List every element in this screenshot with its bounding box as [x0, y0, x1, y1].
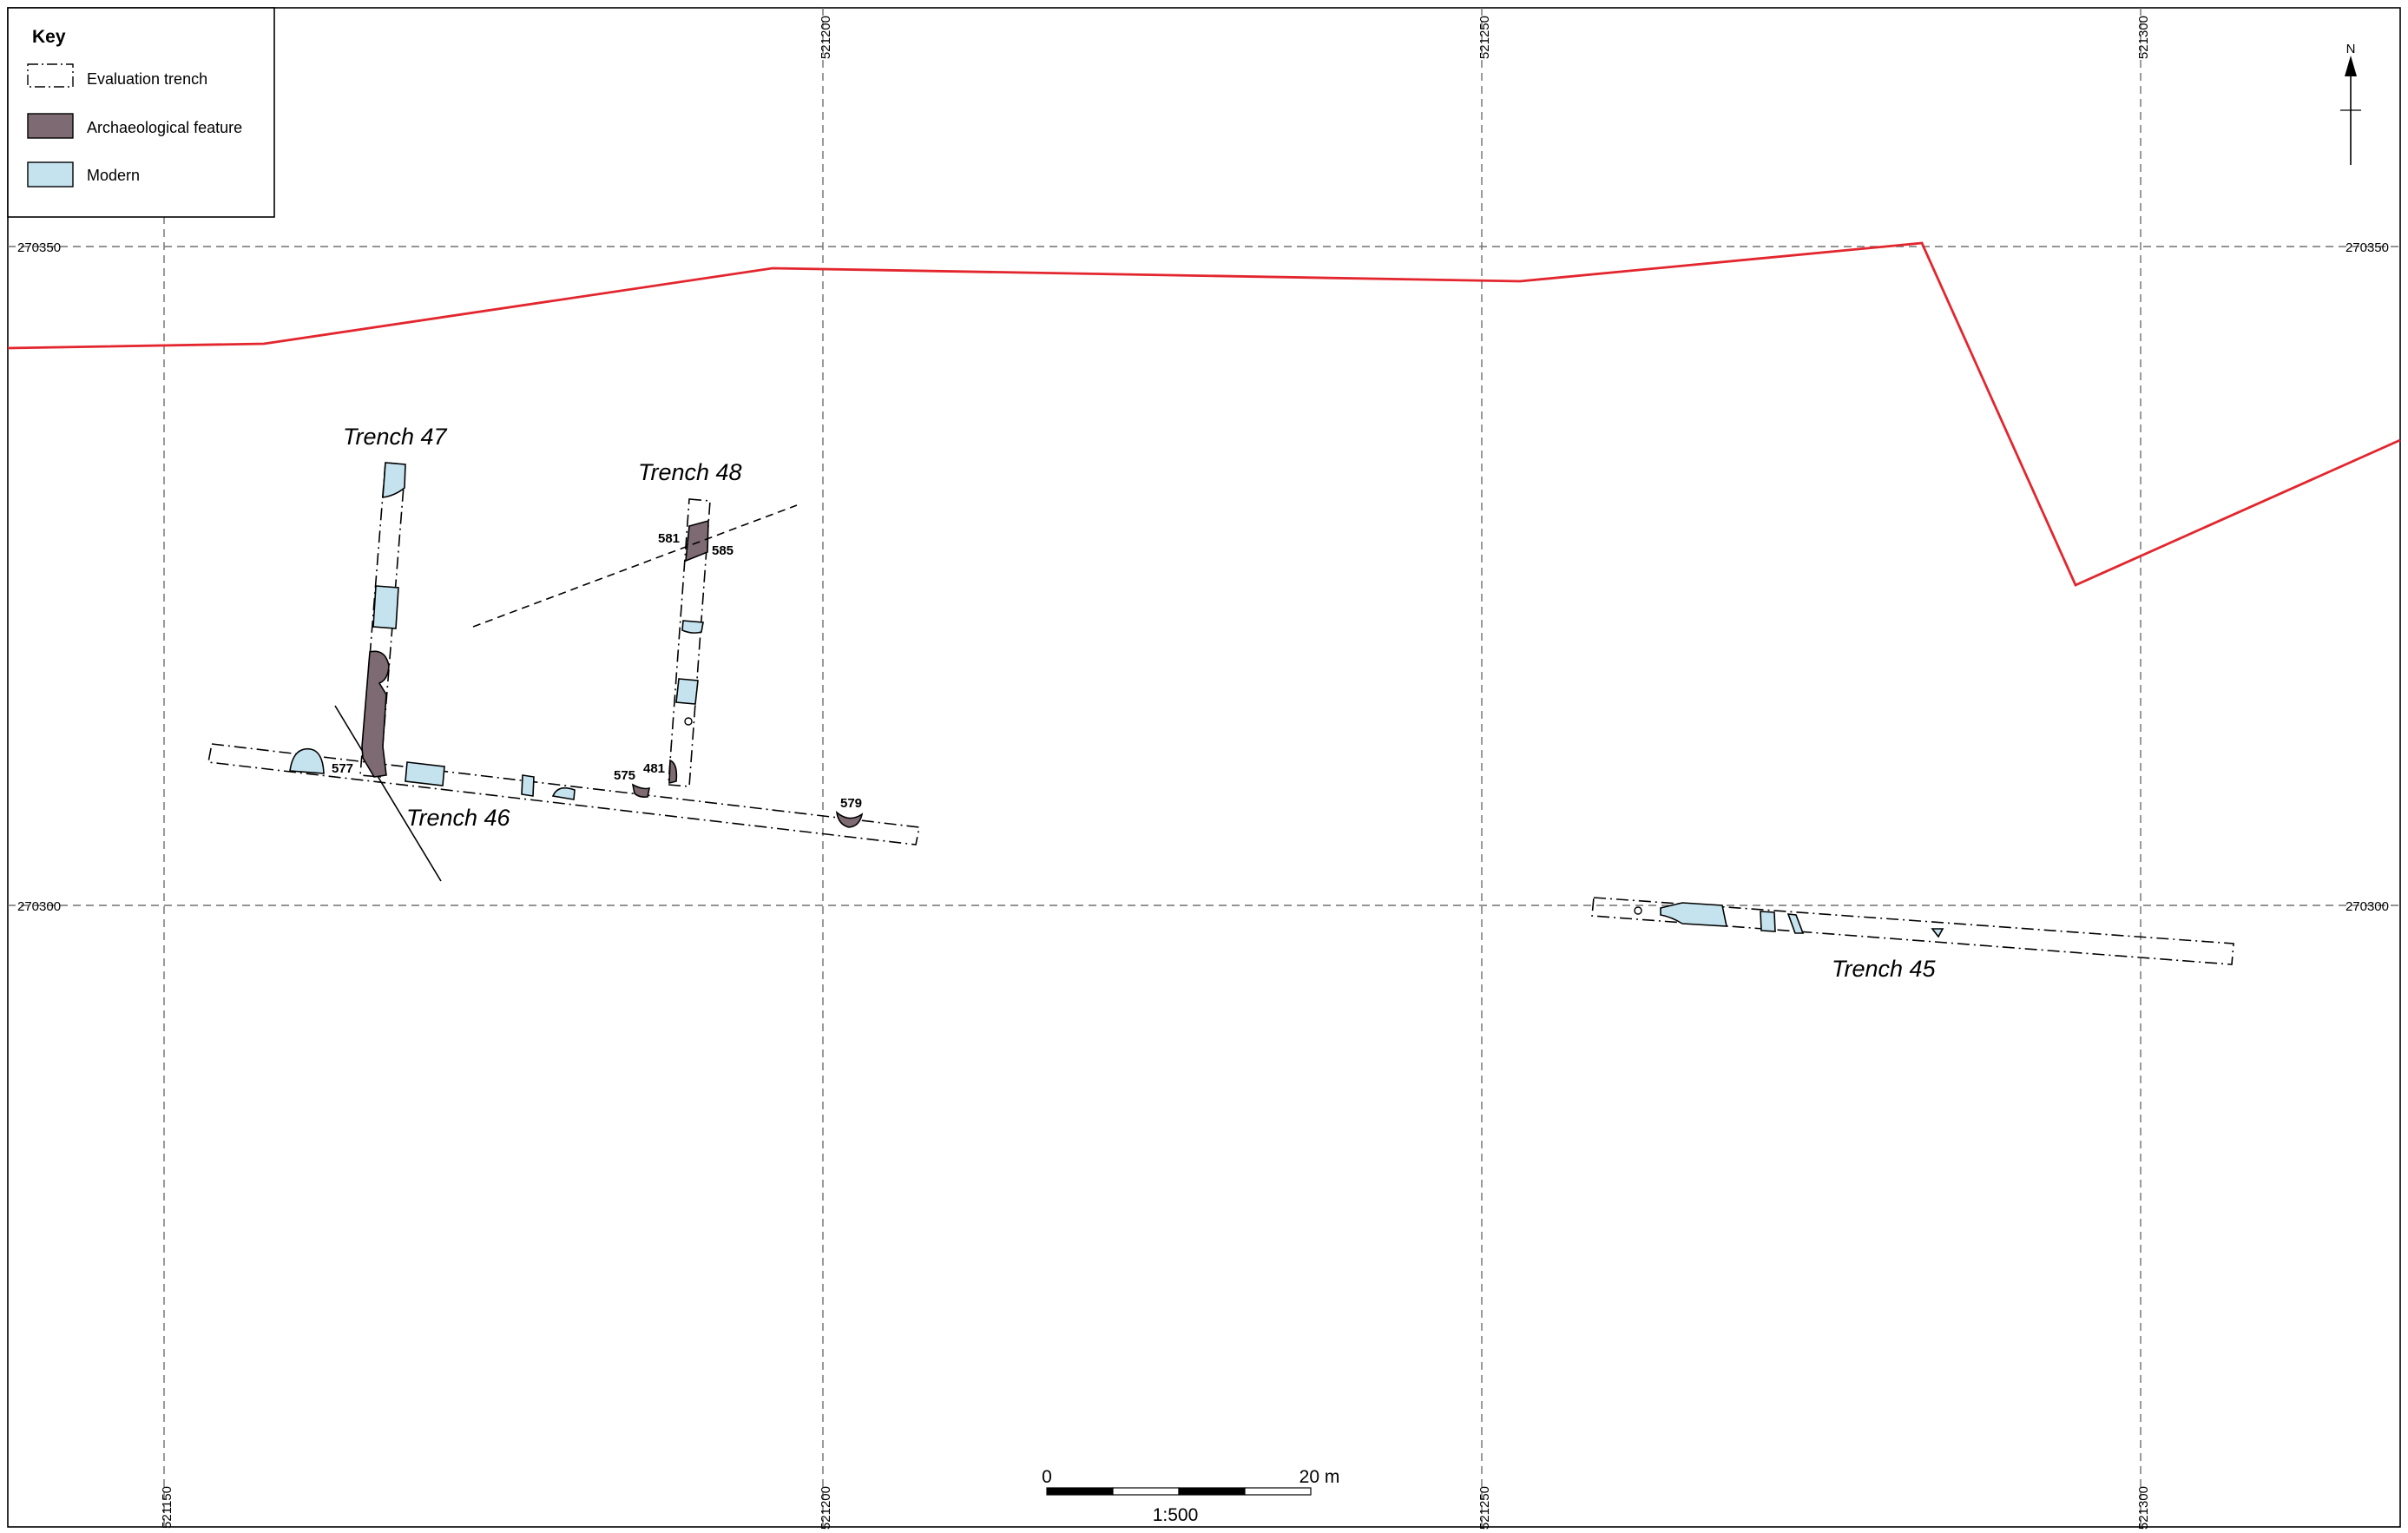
scale-start-label: 0	[1042, 1467, 1052, 1487]
modern-feature	[289, 747, 325, 774]
context-label-585: 585	[712, 543, 734, 558]
trench-45-outline	[1591, 897, 2234, 965]
trench-46-label: Trench 46	[406, 805, 511, 831]
easting-label-bottom-1: 521150	[160, 1486, 174, 1529]
northing-label-left-1: 270350	[17, 240, 61, 255]
northing-label-left-2: 270300	[17, 899, 61, 914]
site-boundary-line	[7, 241, 2401, 587]
modern-posthole	[684, 717, 693, 726]
easting-label-top-3: 521250	[1477, 16, 1492, 59]
map-border	[7, 7, 2401, 1528]
legend-swatch-trench	[27, 63, 74, 88]
trench-45-label: Trench 45	[1832, 956, 1937, 982]
archaeological-feature-575	[631, 783, 651, 798]
scale-ratio-label: 1:500	[1153, 1505, 1199, 1525]
north-arrow-head	[2345, 56, 2357, 76]
section-line-48	[472, 504, 798, 628]
scale-end-label: 20 m	[1299, 1467, 1340, 1487]
easting-label-top-4: 521300	[2136, 16, 2151, 59]
trench-46-outline	[207, 743, 920, 845]
modern-feature	[1786, 913, 1805, 934]
scale-segment	[1112, 1487, 1180, 1496]
northing-label-right-1: 270350	[2345, 240, 2389, 255]
archaeological-feature-577	[361, 650, 390, 778]
archaeological-feature-579	[835, 811, 864, 828]
modern-feature	[551, 786, 576, 800]
context-label-581: 581	[658, 531, 680, 546]
scale-segment	[1046, 1487, 1114, 1496]
modern-feature	[1760, 911, 1776, 932]
trench-47-label: Trench 47	[343, 424, 448, 450]
trench-48-label: Trench 48	[638, 459, 742, 485]
archaeological-feature-481	[668, 759, 678, 785]
north-arrow-icon: N	[2340, 42, 2361, 165]
grid-labels: 521200 521250 521300 521150 521200 52125…	[17, 16, 2389, 1530]
easting-label-top-2: 521200	[819, 16, 833, 59]
trench-48-outline	[668, 498, 711, 787]
easting-label-bottom-4: 521300	[2136, 1486, 2151, 1530]
scale-segment	[1244, 1487, 1312, 1496]
modern-feature	[382, 462, 406, 498]
trench-48	[472, 498, 798, 787]
legend-label-archaeological: Archaeological feature	[87, 119, 242, 136]
modern-feature	[521, 774, 535, 797]
context-label-579: 579	[840, 796, 862, 811]
modern-feature	[372, 585, 399, 629]
map-legend: Key Evaluation trench Archaeological fea…	[7, 7, 275, 218]
legend-swatch-modern	[27, 161, 74, 188]
coordinate-grid	[8, 8, 2400, 1527]
modern-feature	[405, 761, 445, 786]
modern-feature	[675, 678, 699, 705]
trench-47	[359, 462, 406, 778]
archaeological-feature-581-585	[685, 519, 709, 563]
modern-feature	[681, 620, 704, 634]
scale-segment	[1178, 1487, 1246, 1496]
legend-swatch-archaeological	[27, 113, 74, 139]
context-label-577: 577	[332, 761, 353, 776]
legend-label-trench: Evaluation trench	[87, 70, 207, 88]
legend-title: Key	[32, 27, 66, 47]
context-label-481: 481	[643, 761, 665, 776]
modern-feature	[1931, 928, 1944, 938]
legend-label-modern: Modern	[87, 167, 140, 184]
context-label-575: 575	[614, 768, 635, 783]
trench-46	[207, 705, 920, 882]
scale-bar: 0 20 m 1:500	[1042, 1467, 1339, 1525]
northing-label-right-2: 270300	[2345, 899, 2389, 914]
modern-posthole	[1634, 906, 1642, 915]
easting-label-bottom-3: 521250	[1477, 1486, 1492, 1530]
trench-45	[1591, 897, 2234, 965]
modern-feature	[1660, 902, 1727, 927]
easting-label-bottom-2: 521200	[819, 1486, 833, 1530]
north-label: N	[2346, 42, 2356, 56]
section-line-46	[334, 705, 442, 882]
